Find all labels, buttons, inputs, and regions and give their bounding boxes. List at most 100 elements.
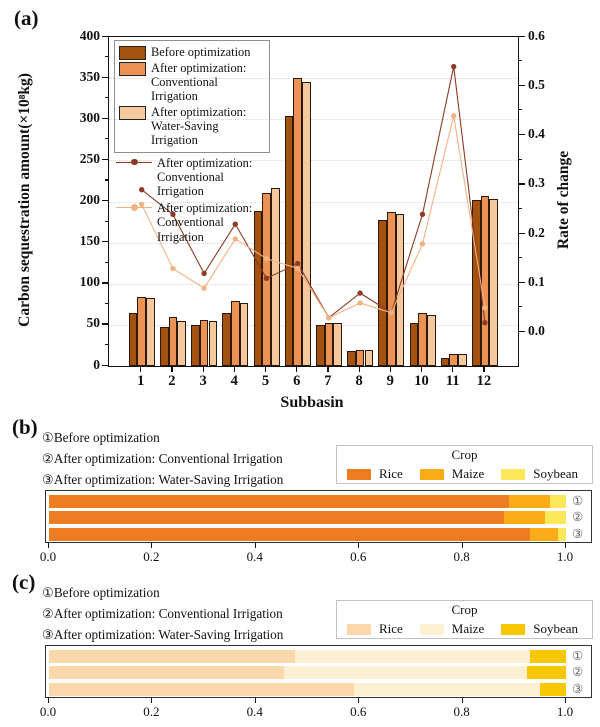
rate-point: [263, 275, 270, 282]
segment-soybean: [529, 649, 566, 663]
x-axis-tick: [461, 543, 463, 548]
x-axis-tick: [151, 543, 153, 548]
x-axis-tick-label: 0.6: [350, 704, 367, 719]
right-axis-tick-label: 0.4: [528, 126, 545, 141]
legend-line-dot: [131, 204, 138, 211]
gridline: [109, 78, 518, 80]
legend-entry: After optimization: Water-Saving Irrigat…: [119, 105, 266, 147]
legend-item-label: Soybean: [533, 466, 578, 481]
x-axis-tick-label: 4: [230, 373, 238, 389]
left-axis-tick: [101, 323, 108, 325]
segment-soybean: [545, 511, 566, 524]
x-axis-tick-label: 0.2: [143, 704, 160, 719]
bar-before-optimization: [191, 324, 200, 366]
rate-point: [482, 319, 488, 326]
left-axis-tick: [101, 35, 108, 37]
bar-after-optimization-water-saving-irrigation: [489, 199, 498, 366]
rate-point: [263, 255, 270, 262]
bar-after-optimization-water-saving-irrigation: [146, 297, 155, 366]
segment-soybean: [558, 527, 566, 541]
right-axis-tick-label: 0.6: [528, 27, 545, 43]
x-axis-tick-label: 0.4: [246, 704, 263, 719]
right-axis-tick: [518, 232, 525, 234]
stacked-bar-3: [49, 682, 566, 696]
x-axis-tick-label: 0.4: [246, 549, 263, 564]
segment-rice: [49, 527, 530, 541]
left-axis-tick: [101, 200, 108, 202]
bar-after-optimization-water-saving-irrigation: [395, 213, 405, 366]
legend-item-soybean: Soybean: [501, 621, 578, 637]
x-axis-tick: [565, 543, 567, 548]
legend-swatch: [119, 45, 146, 60]
legend-item-maize: Maize: [419, 466, 484, 482]
rate-point: [357, 300, 363, 306]
right-axis-minor-tick: [518, 257, 522, 259]
right-axis-tick-label: 0.0: [528, 323, 545, 338]
x-axis-tick-label: 5: [261, 373, 270, 389]
right-axis-tick: [518, 134, 525, 136]
legend-item-label: Maize: [451, 621, 485, 636]
right-axis-tick: [518, 183, 525, 185]
segment-soybean: [527, 666, 566, 679]
bar-before-optimization: [222, 312, 231, 366]
x-axis-tick-label: 10: [414, 373, 429, 389]
legend-swatch: [119, 62, 146, 76]
soybean-swatch: [501, 468, 526, 480]
bar-before-optimization: [253, 211, 263, 366]
bar-after-optimization-conventional-irrigation: [137, 296, 147, 366]
annotation-2: ②After optimization: Conventional Irriga…: [42, 606, 283, 621]
crop-legend: Crop Rice Maize Soybean: [336, 600, 593, 639]
x-axis-tick-label: 1.0: [556, 549, 574, 564]
legend-title: Crop: [451, 447, 478, 462]
legend: Before optimization After optimization: C…: [114, 40, 270, 244]
bar-after-optimization-water-saving-irrigation: [333, 323, 342, 366]
left-axis-minor-tick: [104, 343, 108, 346]
scenario-annotations: ①Before optimization ②After optimization…: [42, 582, 283, 645]
rate-point: [201, 285, 207, 291]
rate-point: [388, 310, 394, 316]
annotation-1: ①Before optimization: [42, 585, 160, 600]
scenario-annotations: ①Before optimization ②After optimization…: [42, 427, 283, 490]
left-axis-tick-label: 150: [79, 233, 100, 249]
right-axis-minor-tick: [518, 207, 522, 209]
x-axis-tick: [358, 543, 360, 548]
annotation-3: ③After optimization: Water-Saving Irriga…: [42, 627, 284, 642]
right-axis-minor-tick: [518, 109, 522, 111]
x-axis-tick-label: 2: [168, 373, 176, 389]
annotation-1: ①Before optimization: [42, 430, 160, 445]
left-axis-tick-label: 350: [79, 68, 100, 84]
left-axis-minor-tick: [104, 56, 108, 58]
x-axis-tick: [48, 543, 50, 548]
x-axis-tick: [296, 366, 298, 373]
legend-entry: After optimization: Conventional Irrigat…: [119, 61, 266, 103]
legend-item-soybean: Soybean: [501, 466, 578, 482]
segment-maize: [509, 494, 551, 508]
panel-c-label: (c): [12, 570, 36, 594]
left-axis-tick-label: 200: [79, 192, 100, 207]
stacked-bar-1: [49, 649, 566, 663]
left-axis-minor-tick: [104, 97, 108, 99]
rate-point: [482, 305, 488, 311]
legend-line-marker: [116, 156, 152, 169]
legend-entry: Before optimization: [119, 45, 266, 60]
rate-line-2: [141, 115, 486, 319]
bar-before-optimization: [347, 351, 356, 366]
right-axis-tick-label: 0.3: [528, 175, 545, 191]
bar-after-optimization-conventional-irrigation: [355, 349, 365, 366]
x-axis-tick-label: 11: [445, 373, 460, 389]
left-axis-tick-label: 400: [79, 27, 100, 43]
stacked-bar-1: [49, 494, 566, 508]
bar-before-optimization: [315, 324, 325, 366]
legend-title: Crop: [451, 602, 478, 617]
x-axis-tick: [151, 698, 153, 703]
left-axis-tick-label: 250: [79, 150, 100, 166]
segment-rice: [49, 494, 510, 508]
left-axis-minor-tick: [104, 261, 108, 263]
right-axis-tick-label: 0.1: [528, 273, 545, 289]
rate-point: [139, 186, 145, 193]
x-axis-tick: [389, 366, 391, 373]
gridline: [109, 283, 518, 285]
rate-point: [139, 201, 145, 208]
x-axis-tick: [254, 698, 256, 703]
